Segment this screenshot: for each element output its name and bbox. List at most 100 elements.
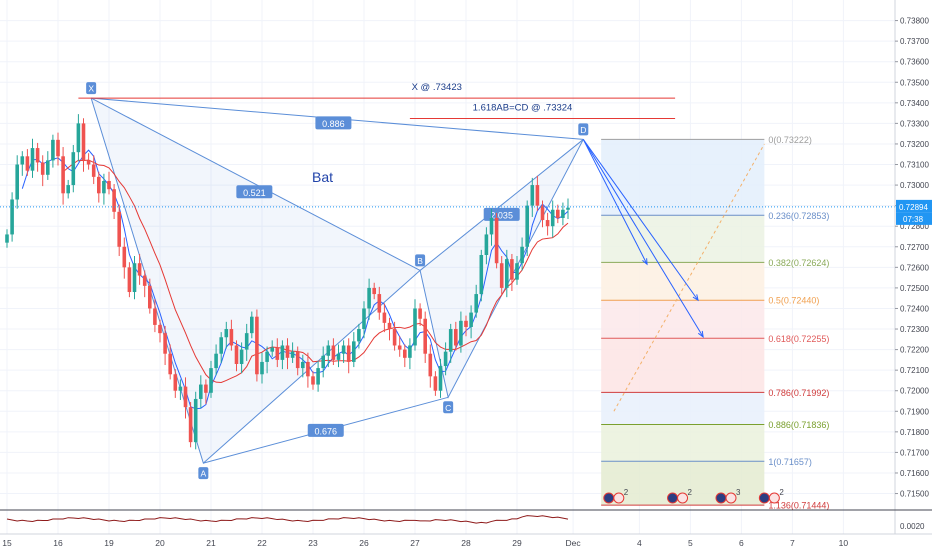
fib-level-label: 0.382(0.72624) (768, 258, 829, 268)
candle-body (107, 180, 111, 190)
point-label: D (580, 125, 586, 135)
time-tick-label: 15 (2, 538, 12, 548)
time-tick-label: 21 (206, 538, 216, 548)
candle-body (494, 217, 499, 264)
fib-level-label: 1.136(0.71444) (768, 501, 829, 511)
time-tick-label: 23 (308, 538, 318, 548)
fib-zone (601, 139, 765, 216)
candle-body (285, 345, 290, 358)
event-group-icon (613, 492, 625, 504)
price-tick-label: 0.72400 (900, 304, 929, 313)
candle-body (81, 123, 86, 161)
time-tick-label: 6 (739, 538, 744, 548)
candle-body (137, 263, 142, 276)
candle-body (403, 349, 407, 358)
candle-body (418, 308, 422, 319)
last-price-badge (896, 199, 932, 213)
ratio-badge (236, 185, 273, 199)
candle-body (295, 351, 300, 369)
indicator-scale-label: 0.0020 (900, 522, 925, 531)
price-tick-label: 0.72200 (900, 346, 929, 355)
candle-body (112, 189, 116, 212)
time-tick-label: 26 (359, 538, 369, 548)
price-tick-label: 0.71900 (900, 407, 929, 416)
candle-body (265, 351, 269, 362)
price-tick-label: 0.71700 (900, 448, 929, 457)
candle-body (132, 263, 137, 293)
time-tick-label: 22 (257, 538, 267, 548)
ratio-label: 0.521 (243, 188, 266, 198)
candle-body (336, 353, 341, 360)
candle-body (168, 353, 172, 375)
candle-body (255, 316, 259, 375)
candle-body (392, 329, 397, 346)
time-tick-label: 7 (790, 538, 795, 548)
event-count: 2 (624, 488, 629, 497)
candle-body (275, 347, 280, 360)
price-tick-label: 0.73300 (900, 119, 929, 128)
event-count: 2 (688, 488, 693, 497)
point-badge (198, 467, 209, 480)
candle-body (489, 217, 494, 235)
candle-body (474, 294, 478, 313)
indicator-pane: 0.0020 (0, 509, 932, 535)
price-tick-label: 0.73800 (900, 17, 929, 26)
arrow-head (697, 330, 704, 338)
candle-body (423, 318, 427, 354)
candle-body (117, 211, 121, 247)
candlesticks (5, 114, 570, 450)
candle-body (377, 294, 382, 313)
candle-body (178, 386, 183, 391)
candle-body (51, 139, 55, 161)
point-badge (443, 401, 454, 414)
fib-zone (601, 215, 765, 263)
candle-body (260, 361, 264, 375)
candle-body (367, 287, 371, 309)
candle-body (122, 246, 127, 268)
candle-body (148, 285, 152, 309)
candle-body (244, 333, 249, 350)
candle-body (408, 345, 412, 358)
price-axis: 0.73800 0.73700 0.73600 0.73500 0.73400 0.733… (894, 0, 932, 534)
time-axis: 15 16 19 20 21 22 23 26 27 28 29 Dec 4 5 6 7 10 (2, 538, 848, 548)
price-tick-label: 0.71800 (900, 428, 929, 437)
candle-body (91, 164, 96, 177)
event-group-icon (725, 492, 737, 504)
time-tick-label: 4 (637, 538, 642, 548)
projection-arrow (582, 139, 648, 265)
flag-event-icon (758, 492, 770, 504)
candle-body (97, 176, 101, 194)
candle-body (61, 156, 65, 194)
candle-body (484, 234, 489, 255)
flag-event-icon (667, 492, 679, 504)
point-label: B (417, 256, 423, 266)
candle-body (46, 160, 50, 175)
price-tick-label: 0.73000 (900, 181, 929, 190)
time-tick-label: 28 (461, 538, 471, 548)
candle-body (142, 275, 147, 286)
candle-body (382, 312, 387, 323)
candle-body (443, 351, 448, 367)
fib-level-label: 0(0.73222) (768, 135, 812, 145)
candle-body (326, 345, 331, 356)
event-group-icon (677, 492, 689, 504)
fib-level-label: 0.786(0.71992) (768, 388, 829, 398)
candle-body (397, 345, 402, 350)
point-label: C (445, 403, 451, 413)
candle-body (199, 384, 203, 399)
candle-body (25, 156, 30, 171)
price-tick-label: 0.73100 (900, 161, 929, 170)
price-tick-label: 0.71500 (900, 490, 929, 499)
candle-body (331, 345, 336, 360)
candle-body (173, 374, 178, 391)
candle-body (321, 355, 325, 369)
fib-zone (601, 262, 765, 301)
countdown-label: 07:38 (903, 215, 924, 224)
candle-body (301, 361, 305, 369)
candle-body (550, 209, 555, 227)
time-tick-label: 20 (155, 538, 165, 548)
candle-body (102, 180, 106, 194)
candle-body (520, 246, 524, 264)
candle-body (214, 353, 218, 369)
